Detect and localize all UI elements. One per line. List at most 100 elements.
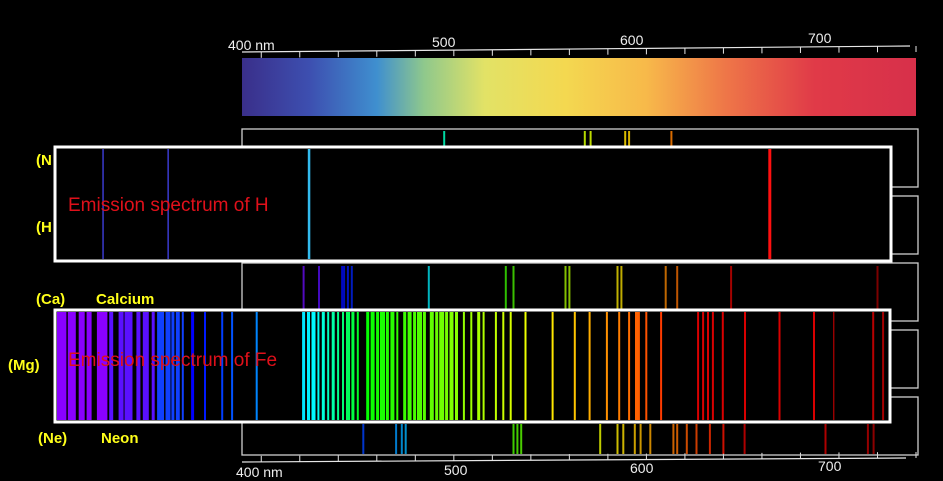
ca-line-4 — [346, 266, 349, 310]
element-symbol-mg: (Mg) — [8, 357, 40, 374]
ca-line-1 — [318, 266, 320, 310]
fe-line-54 — [470, 312, 473, 420]
fe-line-31 — [342, 312, 344, 420]
fe-line-15 — [171, 312, 175, 420]
h-line-2 — [307, 149, 311, 259]
fe-line-34 — [356, 312, 359, 420]
h-spectrum-overlay — [53, 145, 893, 263]
ca-line-2 — [341, 266, 344, 310]
fe-line-48 — [435, 312, 439, 420]
fe-line-13 — [157, 312, 165, 420]
bottom-tick-label-600: 600 — [630, 460, 654, 476]
bottom-tick-label-400: 400 nm — [236, 464, 283, 480]
fe-line-57 — [494, 312, 497, 420]
fe-line-5 — [96, 312, 101, 420]
h-overlay-box — [53, 145, 893, 263]
fe-line-52 — [455, 312, 458, 420]
fe-line-39 — [385, 312, 389, 420]
fe-line-20 — [221, 312, 224, 420]
ca-line-6 — [427, 266, 430, 310]
fe-line-10 — [136, 312, 141, 420]
continuous-spectrum-bar — [242, 58, 916, 116]
n-line-2 — [589, 131, 592, 147]
ne-line-14 — [676, 424, 679, 454]
fe-line-55 — [477, 312, 481, 420]
fe-emission-lines — [57, 312, 885, 420]
ne-line-4 — [512, 424, 515, 454]
top-tick-label-500: 500 — [432, 34, 456, 50]
fe-line-8 — [118, 312, 124, 420]
ca-line-11 — [616, 266, 619, 310]
ne-line-6 — [520, 424, 523, 454]
ca-line-7 — [504, 266, 507, 310]
h-line-3 — [768, 149, 772, 259]
fe-line-1 — [62, 312, 67, 420]
fe-line-30 — [337, 312, 340, 420]
fe-line-71 — [697, 312, 700, 420]
fe-line-73 — [707, 312, 709, 420]
fe-line-35 — [366, 312, 370, 420]
ne-line-19 — [743, 424, 746, 454]
fe-line-66 — [628, 312, 631, 420]
fe-line-59 — [509, 312, 512, 420]
element-symbol-ca: (Ca) — [36, 291, 65, 308]
fe-line-63 — [588, 312, 591, 420]
ne-line-11 — [639, 424, 642, 454]
fe-line-11 — [142, 312, 149, 420]
fe-line-45 — [417, 312, 422, 420]
ca-line-16 — [876, 266, 879, 310]
ne-line-1 — [395, 424, 398, 454]
ne-line-7 — [599, 424, 602, 454]
ca-line-5 — [350, 266, 353, 310]
top-scale-line — [241, 45, 911, 53]
fe-line-17 — [181, 312, 184, 420]
fe-line-77 — [778, 312, 781, 420]
fe-line-49 — [439, 312, 445, 420]
bottom-tick-label-700: 700 — [818, 458, 842, 474]
fe-line-27 — [321, 312, 325, 420]
ca-line-15 — [730, 266, 733, 310]
ne-line-12 — [649, 424, 652, 454]
fe-line-64 — [605, 312, 608, 420]
h-line-0 — [102, 149, 104, 259]
bottom-wavelength-scale: 400 nm 500 600 700 — [236, 451, 917, 480]
fe-line-53 — [462, 312, 465, 420]
fe-line-65 — [618, 312, 621, 420]
fe-line-26 — [317, 312, 320, 420]
fe-line-2 — [67, 312, 76, 420]
fe-line-4 — [86, 312, 92, 420]
n-line-1 — [583, 131, 586, 147]
ca-line-12 — [620, 266, 623, 310]
element-symbol-n: (N — [36, 152, 52, 169]
top-wavelength-scale: 400 nm 500 600 700 — [228, 30, 917, 58]
fe-line-18 — [191, 312, 195, 420]
ne-line-10 — [633, 424, 636, 454]
fe-line-68 — [637, 312, 640, 420]
fe-line-3 — [78, 312, 85, 420]
n-line-0 — [443, 131, 446, 147]
fe-line-60 — [524, 312, 527, 420]
top-tick-label-400: 400 nm — [228, 37, 275, 53]
fe-line-80 — [872, 312, 875, 420]
h-line-1 — [167, 149, 169, 259]
fe-line-28 — [327, 312, 330, 420]
ne-line-2 — [400, 424, 403, 454]
ne-line-22 — [872, 424, 875, 454]
fe-line-69 — [645, 312, 648, 420]
h-spectrum-label: Emission spectrum of H — [68, 195, 269, 216]
fe-line-25 — [311, 312, 316, 420]
fe-line-33 — [351, 312, 355, 420]
ca-background-lines — [302, 266, 879, 310]
ne-line-21 — [866, 424, 869, 454]
fe-line-70 — [660, 312, 663, 420]
top-tick-label-600: 600 — [620, 32, 644, 48]
ca-line-10 — [568, 266, 571, 310]
ca-line-14 — [676, 266, 679, 310]
ne-line-8 — [616, 424, 619, 454]
fe-line-0 — [57, 312, 63, 420]
element-labels: (N (H (Ca) Calcium (Mg) (Ne) Neon — [8, 152, 154, 447]
fe-line-22 — [255, 312, 258, 420]
ca-line-13 — [664, 266, 667, 310]
fe-line-78 — [813, 312, 815, 420]
